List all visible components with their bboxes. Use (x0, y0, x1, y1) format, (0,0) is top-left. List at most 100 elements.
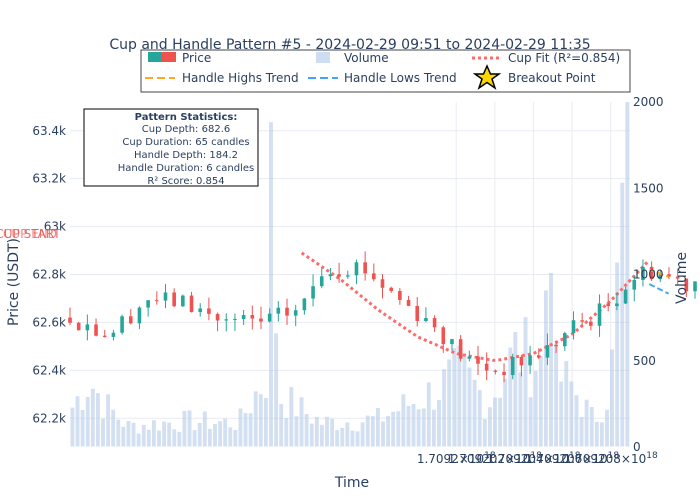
volume-bar (325, 416, 329, 447)
volume-bar (365, 415, 370, 447)
stats-cup-depth: Cup Depth: 682.6 (142, 124, 230, 135)
candle-body (693, 281, 697, 292)
candle-body (450, 339, 454, 345)
volume-bar (431, 409, 436, 447)
volume-bar (146, 429, 151, 447)
volume-bar (269, 122, 273, 447)
legend-item-breakout[interactable]: Breakout Point (472, 64, 596, 90)
volume-bar (620, 182, 625, 447)
volume-bar (95, 393, 100, 447)
pattern-statistics-box: Pattern Statistics: Cup Depth: 682.6 Cup… (83, 108, 259, 187)
candle-body (363, 262, 367, 274)
volume-bar (477, 390, 482, 447)
legend-item-cup-fit[interactable]: Cup Fit (R²=0.854) (472, 51, 620, 65)
volume-bar (396, 411, 401, 447)
volume-bar (274, 333, 279, 447)
legend-volume-swatch (316, 52, 330, 63)
candle-body (372, 273, 376, 280)
volume-bar (437, 400, 441, 447)
candle-body (137, 307, 142, 324)
y-tick-label: 62.8k (32, 268, 66, 282)
volume-bar (381, 421, 385, 447)
legend-item-handle-highs[interactable]: Handle Highs Trend (145, 71, 299, 85)
legend-item-handle-lows[interactable]: Handle Lows Trend (308, 71, 457, 85)
volume-bar (549, 272, 553, 447)
volume-bar (554, 343, 559, 447)
volume-bar (375, 407, 380, 447)
volume-bar (457, 345, 462, 447)
volume-bar (192, 430, 197, 447)
stats-cup-duration: Cup Duration: 65 candles (122, 137, 249, 148)
volume-bar (106, 394, 111, 447)
candle-body (85, 324, 90, 331)
volume-bar (579, 416, 584, 447)
volume-bar (503, 378, 508, 447)
y-tick-label: 63.2k (32, 172, 66, 186)
y2-axis-title: Volume (674, 252, 690, 304)
volume-bar (294, 416, 299, 447)
candle-body (328, 274, 333, 277)
candle-body (484, 363, 489, 371)
legend-frame (140, 49, 631, 93)
volume-bar (309, 423, 314, 447)
volume-bar (136, 433, 141, 447)
candle-body (432, 318, 437, 328)
volume-bar (319, 424, 324, 447)
legend-item-price[interactable]: Price (148, 51, 211, 65)
candle-body (563, 333, 567, 347)
volume-bar (518, 372, 523, 447)
candle-body (285, 307, 289, 316)
volume-bar (528, 397, 533, 447)
volume-bar (482, 419, 487, 447)
candle-body (389, 287, 393, 291)
legend-price-swatch-up (148, 52, 162, 62)
y2-tick-label: 2000 (633, 95, 664, 109)
legend-price-swatch-down (162, 52, 176, 62)
candle-body (606, 303, 611, 307)
y-axis-title: Price (USDT) (6, 238, 22, 326)
candle-body (102, 335, 107, 337)
candle-body (615, 303, 619, 307)
volume-bar (299, 397, 304, 447)
volume-bar (248, 413, 253, 447)
candle-body (406, 299, 411, 306)
x-tick-label: 1.709206×1018 (525, 451, 619, 466)
handle-highs-line (648, 268, 669, 278)
candle-body (467, 356, 472, 359)
volume-bar (233, 429, 238, 447)
volume-bar (610, 349, 615, 447)
handle-trend-lines (648, 268, 670, 295)
volume-bar (284, 418, 289, 447)
y2-tick-label: 1500 (633, 181, 664, 195)
volume-bar (111, 409, 116, 447)
volume-bar (182, 410, 187, 447)
volume-bar (625, 102, 630, 447)
volume-bar (589, 406, 594, 447)
legend-volume-label: Volume (344, 51, 389, 65)
handle-lows-line (648, 283, 670, 295)
legend-breakout-label: Breakout Point (508, 71, 596, 85)
volume-bar (177, 431, 182, 447)
y2-tick-label: 0 (633, 440, 641, 454)
volume-bar (411, 404, 416, 447)
volume-bar (263, 398, 268, 447)
candle-body (424, 318, 428, 321)
candle-body (302, 298, 307, 311)
volume-bar (442, 369, 447, 447)
volume-bar (101, 418, 105, 447)
volume-bar (564, 360, 569, 447)
legend-item-volume[interactable]: Volume (316, 51, 389, 65)
volume-bar (416, 409, 421, 447)
cup-start-annotation: CUP START (0, 227, 61, 241)
legend-handle-highs-label: Handle Highs Trend (182, 71, 299, 85)
volume-bar (253, 391, 258, 447)
volume-bar (513, 332, 518, 447)
candle-body (415, 305, 420, 321)
volume-bar (345, 422, 350, 447)
stats-handle-depth: Handle Depth: 184.2 (134, 150, 238, 161)
candle-body (667, 274, 671, 277)
candle-body (224, 319, 229, 321)
stats-box-frame (83, 108, 259, 187)
candle-body (111, 332, 116, 337)
